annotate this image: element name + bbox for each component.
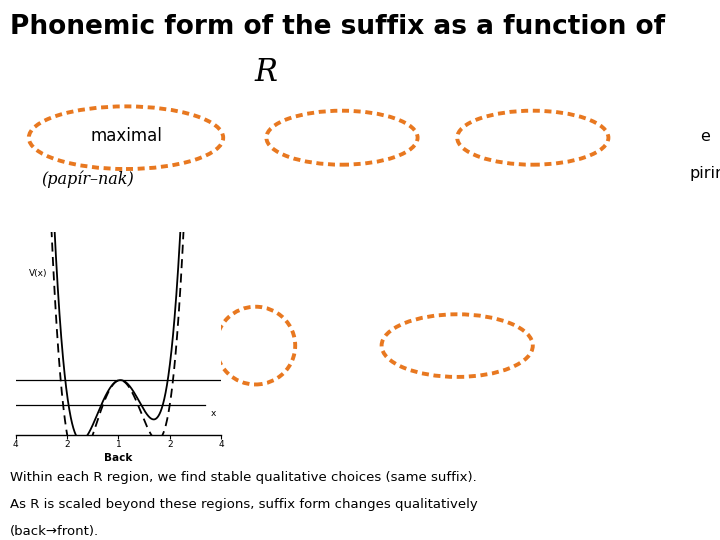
Text: R: R [255, 57, 278, 87]
Text: x: x [211, 409, 216, 418]
Text: V(x): V(x) [29, 269, 48, 278]
Text: e: e [700, 129, 710, 144]
Text: (back→front).: (back→front). [10, 525, 99, 538]
Text: R = 1.2: R = 1.2 [0, 539, 1, 540]
Text: As R is scaled beyond these regions, suffix form changes qualitatively: As R is scaled beyond these regions, suf… [10, 498, 478, 511]
Text: pirin: pirin [690, 166, 720, 181]
X-axis label: Back: Back [104, 454, 132, 463]
Text: Within each R region, we find stable qualitative choices (same suffix).: Within each R region, we find stable qua… [10, 471, 477, 484]
Text: Phonemic form of the suffix as a function of: Phonemic form of the suffix as a functio… [10, 14, 665, 39]
Text: maximal: maximal [90, 127, 162, 145]
Text: (papír–nak): (papír–nak) [42, 170, 135, 187]
Text: R = 1: R = 1 [0, 539, 1, 540]
